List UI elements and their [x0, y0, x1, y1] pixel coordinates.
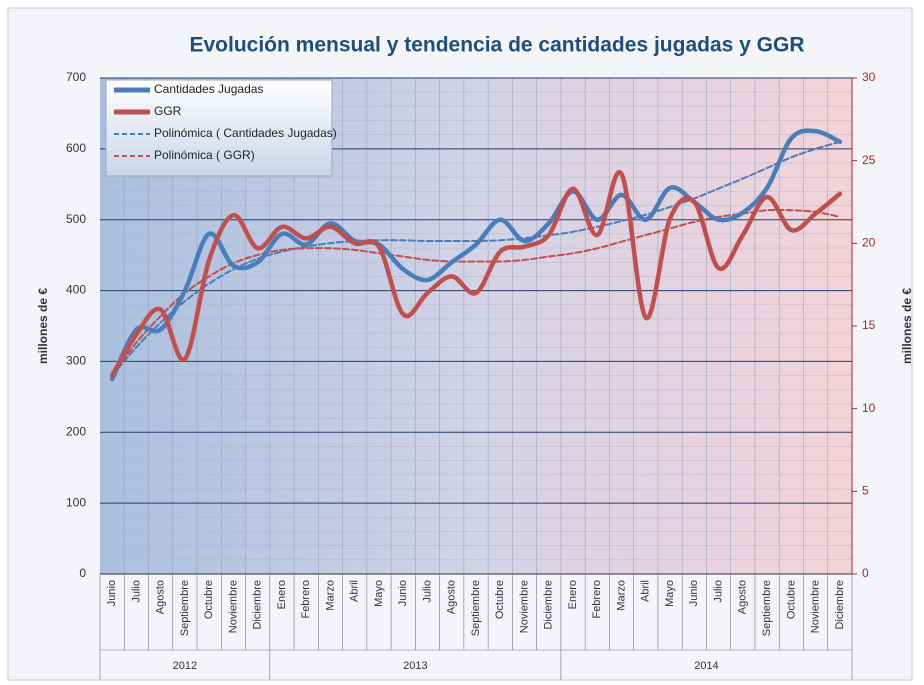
x-tick-label: Julio	[712, 580, 724, 603]
legend-label: Cantidades Jugadas	[154, 82, 263, 96]
x-tick-label: Diciembre	[834, 580, 846, 630]
chart-title: Evolución mensual y tendencia de cantida…	[189, 34, 804, 57]
y-tick-label: 700	[66, 70, 86, 84]
y-tick-label: 400	[66, 283, 86, 297]
y-tick-label: 200	[66, 424, 86, 438]
x-tick-label: Agosto	[446, 580, 458, 614]
x-tick-label: Mayo	[664, 580, 676, 607]
x-tick-label: Junio	[688, 580, 700, 606]
y2-tick-label: 20	[862, 236, 876, 250]
x-tick-label: Marzo	[324, 580, 336, 611]
y-tick-label: 300	[66, 354, 86, 368]
legend-label: Polinómica ( Cantidades Jugadas)	[154, 126, 337, 140]
y2-tick-label: 30	[862, 70, 876, 84]
x-tick-label: Mayo	[373, 580, 385, 607]
series-line	[109, 128, 843, 382]
x-tick-label: Noviembre	[810, 580, 822, 633]
x-tick-label: Octubre	[785, 580, 797, 619]
x-tick-label: Diciembre	[252, 580, 264, 630]
x-tick-label: Noviembre	[518, 580, 530, 633]
x-tick-label: Agosto	[155, 580, 167, 614]
y-tick-label: 0	[79, 566, 86, 580]
series-line	[109, 169, 843, 378]
x-tick-label: Abril	[640, 580, 652, 602]
x-tick-label: Abril	[349, 580, 361, 602]
x-tick-label: Febrero	[300, 580, 312, 619]
y-tick-label: 500	[66, 212, 86, 226]
x-tick-label: Junio	[106, 580, 118, 606]
x-tick-label: Marzo	[615, 580, 627, 611]
x-tick-label: Febrero	[591, 580, 603, 619]
x-tick-label: Noviembre	[227, 580, 239, 633]
y2-tick-label: 15	[862, 318, 876, 332]
x-tick-label: Enero	[276, 580, 288, 609]
year-label: 2014	[694, 660, 718, 672]
legend-label: GGR	[154, 104, 182, 118]
y2-axis-title: millones de €	[900, 288, 914, 364]
year-label: 2013	[403, 660, 427, 672]
y2-tick-label: 5	[862, 484, 869, 498]
y2-tick-label: 25	[862, 153, 876, 167]
x-tick-label: Diciembre	[543, 580, 555, 630]
y-axis-title: millones de €	[36, 288, 50, 364]
legend-box	[105, 79, 333, 177]
x-tick-label: Octubre	[203, 580, 215, 619]
x-tick-label: Julio	[421, 580, 433, 603]
y-tick-label: 100	[66, 495, 86, 509]
y-tick-label: 600	[66, 141, 86, 155]
year-label: 2012	[173, 660, 197, 672]
x-tick-label: Septiembre	[179, 580, 191, 636]
trend-line	[111, 140, 841, 377]
x-tick-label: Agosto	[737, 580, 749, 614]
y2-tick-label: 10	[862, 401, 876, 415]
x-tick-label: Septiembre	[470, 580, 482, 636]
x-tick-label: Julio	[130, 580, 142, 603]
y2-tick-label: 0	[862, 566, 869, 580]
x-tick-label: Junio	[397, 580, 409, 606]
x-tick-label: Octubre	[494, 580, 506, 619]
x-tick-label: Septiembre	[761, 580, 773, 636]
x-tick-label: Enero	[567, 580, 579, 609]
legend-label: Polinómica ( GGR)	[154, 148, 255, 162]
